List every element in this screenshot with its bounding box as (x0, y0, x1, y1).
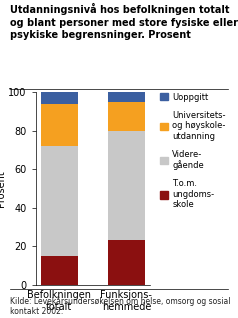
Bar (41, 92, 78, 104)
Bar (108, 92, 145, 102)
Bar (108, 102, 145, 131)
Y-axis label: Prosent: Prosent (0, 170, 5, 207)
Bar (41, 256, 78, 285)
Bar (41, 146, 78, 256)
Bar (108, 131, 145, 240)
Legend: Uoppgitt, Universitets-
og høyskole-
utdanning, Videre-
gående, T.o.m.
ungdoms-
: Uoppgitt, Universitets- og høyskole- utd… (160, 93, 226, 209)
Bar (41, 104, 78, 146)
Text: Kilde: Levekårsundersøkelsen om helse, omsorg og sosial
kontakt 2002.: Kilde: Levekårsundersøkelsen om helse, o… (10, 296, 230, 316)
Bar (108, 240, 145, 285)
Text: Utdanningsnivå hos befolkningen totalt
og blant personer med store fysiske eller: Utdanningsnivå hos befolkningen totalt o… (10, 3, 238, 40)
